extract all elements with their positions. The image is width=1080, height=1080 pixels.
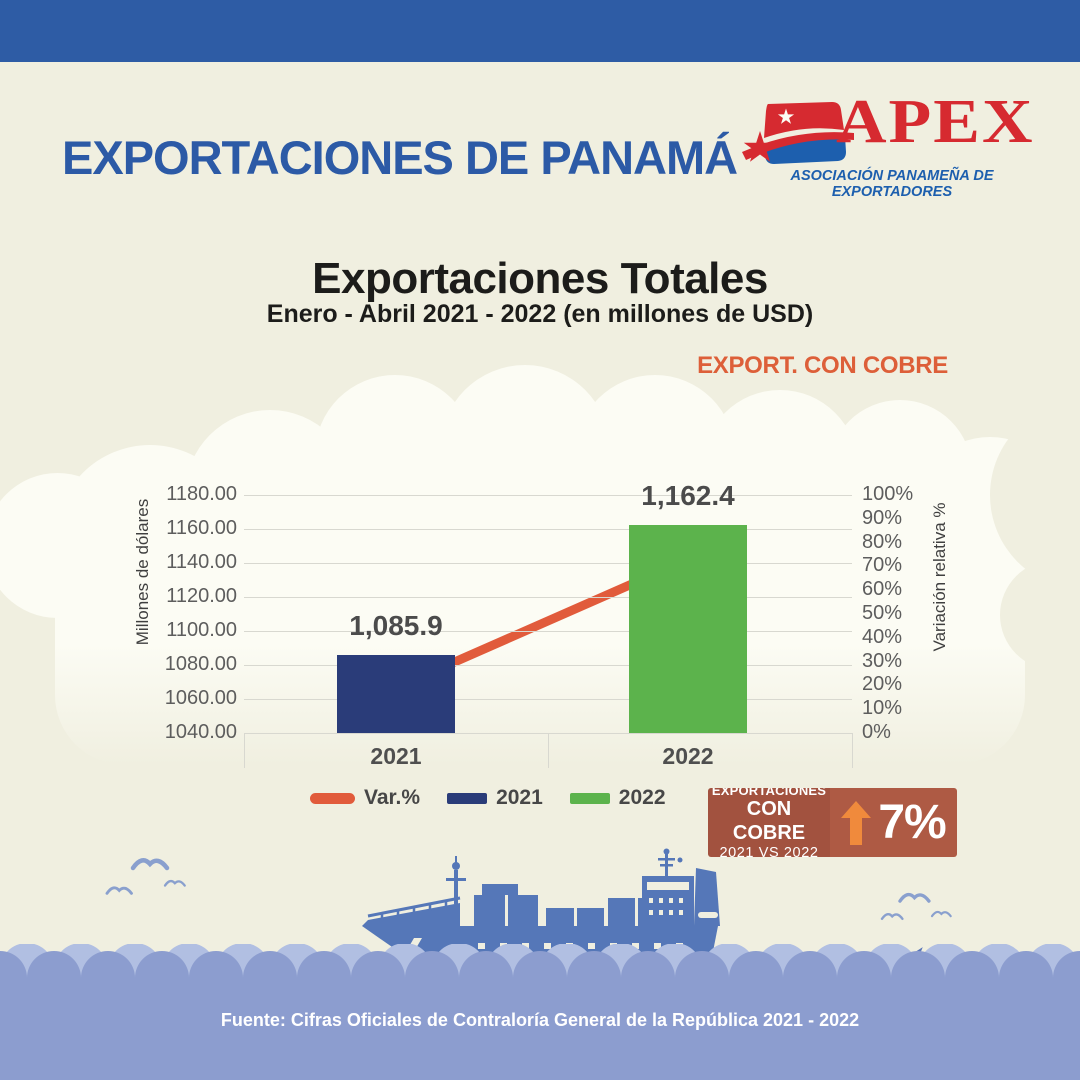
source-note: Fuente: Cifras Oficiales de Contraloría … — [220, 1010, 860, 1030]
badge-text-panel: EXPORTACIONES CON COBRE 2021 VS 2022 — [708, 788, 830, 857]
page-title: EXPORTACIONES DE PANAMÁ — [62, 131, 738, 184]
y-axis-right-label: Variación relativa % — [930, 502, 949, 652]
chart-legend: Var.% 2021 2022 — [310, 786, 666, 810]
copper-growth-badge: EXPORTACIONES CON COBRE 2021 VS 2022 7% — [708, 788, 957, 857]
flag-red-star-icon — [743, 131, 777, 162]
y-axis-right-tick: 40% — [862, 625, 903, 648]
legend-label: Var.% — [364, 786, 421, 809]
legend-square-swatch — [569, 792, 610, 804]
y-axis-right-tick: 90% — [862, 506, 903, 529]
legend-square-swatch — [447, 792, 488, 804]
gridline — [244, 528, 852, 530]
y-axis-right-tick: 70% — [862, 554, 903, 577]
copper-export-tag: EXPORT. CON COBRE — [697, 352, 948, 379]
y-axis-left-tick: 1140.00 — [166, 551, 237, 573]
gridline — [244, 494, 852, 496]
seagulls-right-illustration — [880, 892, 952, 921]
bar-2021 — [337, 654, 455, 733]
bar-value-label: 1,085.9 — [349, 609, 443, 641]
up-arrow-icon — [841, 800, 872, 845]
y-axis-right-tick: 80% — [862, 530, 903, 553]
legend-label: 2021 — [496, 786, 543, 809]
gridline — [244, 596, 852, 598]
bar-2022 — [629, 524, 747, 733]
badge-line1: EXPORTACIONES — [711, 788, 827, 798]
apex-logo: APEX ASOCIACIÓN PANAMEÑA DE EXPORTADORES — [742, 87, 1042, 200]
y-axis-left-tick: 1060.00 — [164, 687, 237, 709]
apex-flag-icon — [742, 102, 854, 164]
badge-line2: CON COBRE — [732, 798, 806, 844]
legend-item-2021: 2021 — [447, 786, 543, 810]
y-axis-left-tick: 1040.00 — [164, 721, 237, 743]
badge-value-panel: 7% — [830, 788, 957, 857]
gridline — [244, 664, 852, 666]
x-axis-tick: 2022 — [662, 743, 714, 769]
x-axis-tick: 2021 — [370, 743, 422, 769]
y-axis-left-tick: 1180.00 — [166, 483, 237, 505]
gridline — [244, 562, 852, 564]
chart-subtitle: Enero - Abril 2021 - 2022 (en millones d… — [266, 300, 814, 328]
y-axis-right-tick: 60% — [862, 578, 903, 601]
apex-tagline: ASOCIACIÓN PANAMEÑA DE EXPORTADORES — [790, 168, 994, 200]
flag-white-star-icon — [777, 108, 795, 124]
legend-item-2022: 2022 — [569, 786, 666, 810]
bar-value-label: 1,162.4 — [641, 479, 735, 511]
seagulls-left-illustration — [105, 858, 186, 895]
axis-tick — [244, 733, 245, 768]
y-axis-right-tick: 30% — [862, 649, 903, 672]
legend-label: 2022 — [618, 786, 666, 809]
axis-tick — [548, 733, 549, 768]
legend-item-var: Var.% — [310, 786, 420, 810]
y-axis-left-tick: 1160.00 — [166, 517, 237, 539]
y-axis-right-tick: 20% — [862, 673, 903, 696]
y-axis-right-tick: 10% — [862, 697, 903, 720]
sea-waves — [0, 944, 1080, 1080]
apex-logo-text: APEX — [836, 86, 1035, 157]
chart-title: Exportaciones Totales — [312, 254, 768, 303]
gridline — [244, 630, 852, 632]
legend-line-swatch — [310, 792, 355, 804]
y-axis-right-tick: 50% — [862, 602, 903, 624]
y-axis-left-tick: 1080.00 — [164, 653, 237, 675]
top-bar — [0, 0, 1080, 62]
badge-value: 7% — [878, 796, 946, 849]
y-axis-left-tick: 1120.00 — [166, 585, 237, 607]
y-axis-right-tick: 0% — [862, 721, 891, 743]
badge-line3: 2021 VS 2022 — [719, 845, 819, 857]
y-axis-right-tick: 100% — [862, 483, 914, 505]
y-axis-left-tick: 1100.00 — [166, 619, 237, 641]
axis-tick — [852, 733, 853, 768]
gridline — [244, 698, 852, 700]
